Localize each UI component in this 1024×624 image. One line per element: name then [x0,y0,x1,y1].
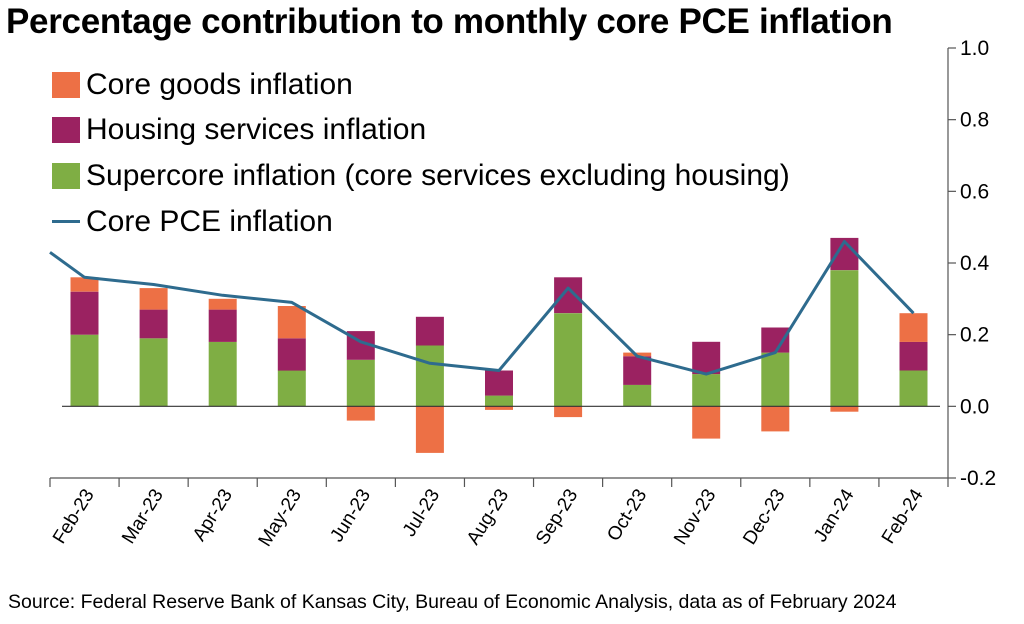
y-tick-label: 1.0 [960,37,989,60]
x-tick-label-May-23: May-23 [255,486,306,551]
bar-supercore-Feb-23 [70,334,99,407]
legend-swatch-core-goods [52,71,80,98]
bar-housing-Feb-24 [899,341,928,371]
legend-item-core-goods: Core goods inflation [52,62,790,108]
bar-supercore-Jun-23 [346,359,375,407]
bar-supercore-May-23 [277,370,306,407]
bar-supercore-Feb-24 [899,370,928,407]
bar-core_goods-Jul-23 [415,406,444,453]
bar-core_goods-May-23 [277,306,306,339]
y-tick-label: 0.6 [960,180,989,203]
x-tick-label-Aug-23: Aug-23 [463,486,513,549]
legend: Core goods inflation Housing services in… [52,62,790,244]
x-tick-label-Feb-23: Feb-23 [49,486,99,548]
bar-housing-Feb-23 [70,291,99,335]
chart-title: Percentage contribution to monthly core … [6,2,893,41]
bar-housing-Mar-23 [139,309,168,339]
bar-core_goods-Feb-23 [70,277,99,292]
bar-supercore-Aug-23 [485,395,513,407]
bar-core_goods-Aug-23 [485,406,513,410]
bar-housing-Apr-23 [208,309,237,342]
bar-housing-Oct-23 [623,356,652,385]
bar-core_goods-Jun-23 [346,406,375,421]
legend-label-supercore: Supercore inflation (core services exclu… [86,158,790,192]
x-tick-label-Apr-23: Apr-23 [189,486,237,545]
bar-housing-Jul-23 [415,316,444,346]
bar-supercore-Sep-23 [554,313,583,407]
x-tick-label-Nov-23: Nov-23 [670,486,720,549]
bar-core_goods-Feb-24 [899,313,928,342]
y-tick-label: -0.2 [960,467,996,490]
bar-supercore-Jul-23 [415,345,444,407]
source-note: Source: Federal Reserve Bank of Kansas C… [8,591,897,613]
bar-supercore-Mar-23 [139,338,168,407]
x-tick-label-Jun-23: Jun-23 [326,486,375,546]
bar-core_goods-Jan-24 [830,406,859,412]
bar-supercore-Nov-23 [692,374,721,407]
y-tick-label: 0.8 [960,109,989,132]
bar-core_goods-Dec-23 [761,406,790,432]
legend-item-housing: Housing services inflation [52,108,790,154]
x-tick-label-Mar-23: Mar-23 [118,486,168,548]
legend-label-core-goods: Core goods inflation [86,67,353,101]
bar-supercore-Apr-23 [208,341,237,407]
x-tick-label-Sep-23: Sep-23 [532,486,582,549]
legend-swatch-core-pce [52,220,80,224]
legend-swatch-housing [52,117,80,144]
bar-housing-Nov-23 [692,341,721,375]
y-tick-label: 0.2 [960,324,989,347]
bar-core_goods-Mar-23 [139,288,168,310]
bar-supercore-Oct-23 [623,384,652,407]
x-tick-label-Dec-23: Dec-23 [739,486,789,549]
x-tick-label-Feb-24: Feb-24 [878,485,928,548]
x-tick-label-Jul-23: Jul-23 [399,486,444,541]
y-tick-label: 0.0 [960,395,989,418]
bar-core_goods-Nov-23 [692,406,721,439]
legend-item-core-pce: Core PCE inflation [52,199,790,245]
bar-core_goods-Apr-23 [208,298,237,310]
core-pce-line [49,240,915,376]
legend-label-core-pce: Core PCE inflation [86,204,333,238]
legend-label-housing: Housing services inflation [86,113,427,147]
legend-item-supercore: Supercore inflation (core services exclu… [52,153,790,199]
bar-housing-May-23 [277,338,306,371]
bar-housing-Dec-23 [761,327,790,353]
bar-core_goods-Sep-23 [554,406,583,418]
legend-swatch-supercore [52,162,80,189]
x-tick-label-Jan-24: Jan-24 [810,485,859,546]
bar-supercore-Dec-23 [761,352,790,407]
x-tick-label-Oct-23: Oct-23 [603,486,651,545]
bar-housing-Sep-23 [554,277,583,314]
y-tick-label: 0.4 [960,252,990,275]
bar-housing-Aug-23 [485,370,513,396]
bar-supercore-Jan-24 [830,270,859,407]
